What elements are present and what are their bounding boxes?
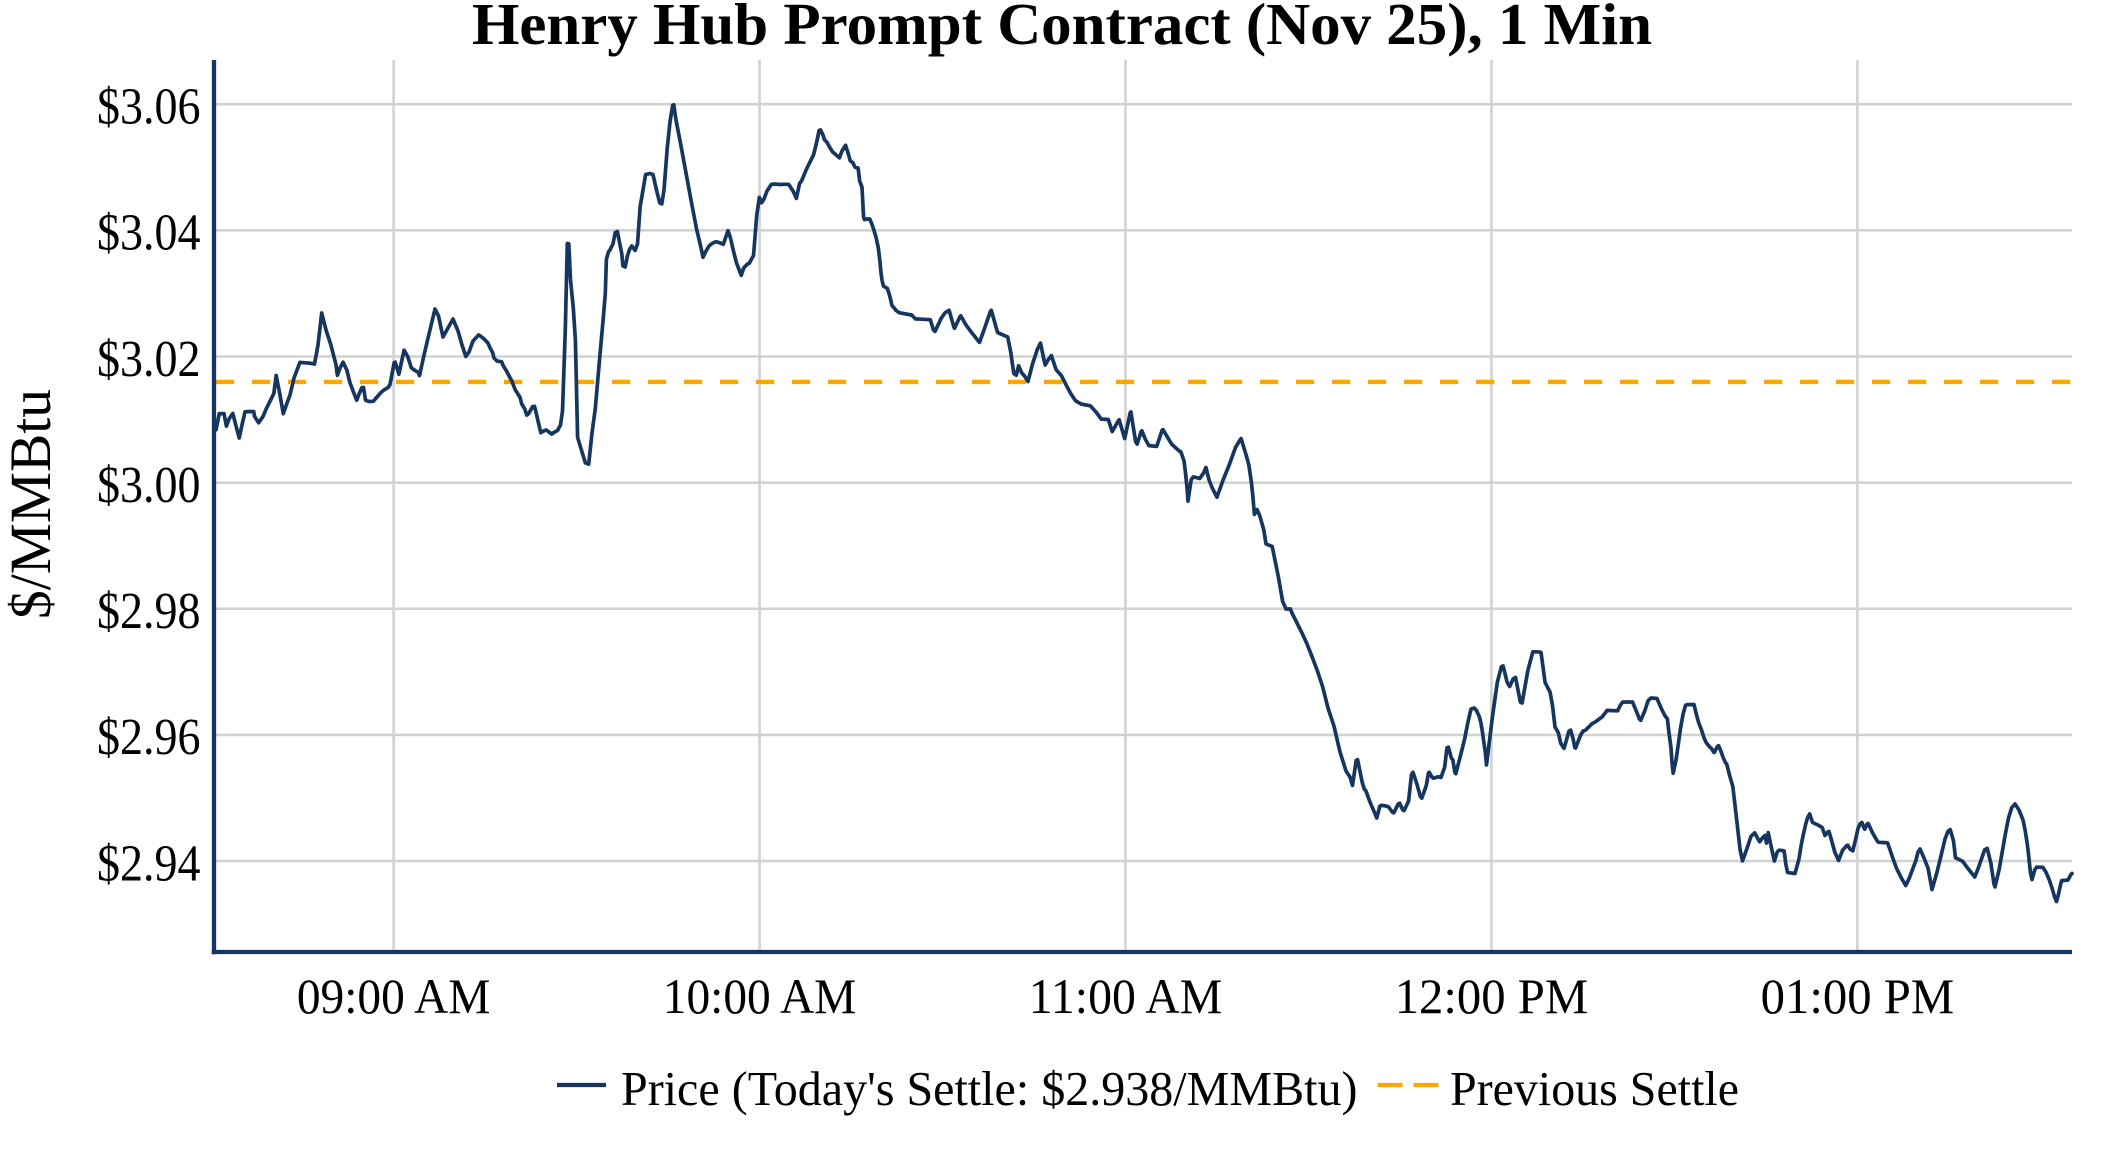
svg-text:10:00 AM: 10:00 AM (663, 968, 857, 1024)
svg-text:09:00 AM: 09:00 AM (297, 968, 491, 1024)
svg-text:$3.04: $3.04 (97, 205, 201, 262)
svg-text:11:00 AM: 11:00 AM (1029, 968, 1223, 1024)
svg-text:$3.02: $3.02 (97, 331, 201, 388)
svg-text:$2.98: $2.98 (97, 583, 201, 640)
svg-text:Price (Today's Settle: $2.938/: Price (Today's Settle: $2.938/MMBtu) (621, 1061, 1358, 1116)
svg-text:Previous Settle: Previous Settle (1450, 1061, 1739, 1116)
svg-text:$2.94: $2.94 (97, 835, 201, 892)
svg-text:$2.96: $2.96 (97, 709, 201, 766)
svg-text:$/MMBtu: $/MMBtu (0, 389, 63, 619)
svg-text:$3.06: $3.06 (97, 79, 201, 136)
svg-text:12:00 PM: 12:00 PM (1395, 968, 1589, 1024)
svg-text:$3.00: $3.00 (97, 457, 201, 514)
svg-text:Henry Hub Prompt Contract (Nov: Henry Hub Prompt Contract (Nov 25), 1 Mi… (472, 0, 1652, 57)
svg-text:01:00 PM: 01:00 PM (1761, 968, 1955, 1024)
